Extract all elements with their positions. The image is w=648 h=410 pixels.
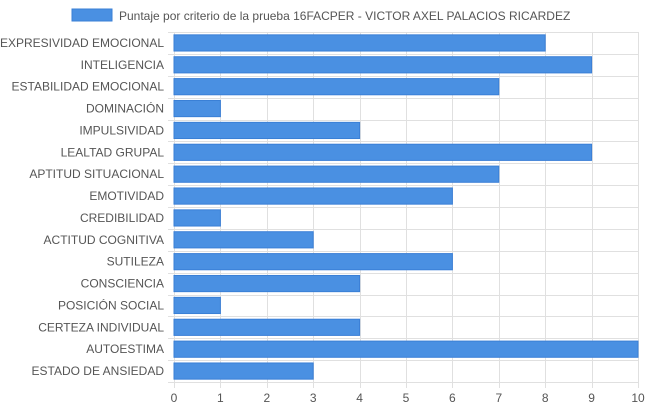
category-label: CONSCIENCIA (81, 277, 164, 291)
x-tick-label: 6 (449, 391, 456, 405)
x-tick-label: 9 (588, 391, 595, 405)
x-tick-label: 7 (495, 391, 502, 405)
bar[interactable] (173, 121, 361, 140)
bar[interactable] (173, 34, 546, 52)
bar[interactable] (173, 56, 593, 74)
legend[interactable]: Puntaje por criterio de la prueba 16FACP… (71, 8, 570, 23)
bar[interactable] (173, 274, 361, 293)
legend-swatch (71, 8, 113, 22)
category-label: DOMINACIÓN (86, 101, 164, 116)
category-label: SUTILEZA (107, 255, 164, 269)
category-label: ACTITUD COGNITIVA (44, 233, 164, 247)
category-label: AUTOESTIMA (86, 342, 164, 356)
bar[interactable] (173, 296, 221, 315)
category-label: CREDIBILIDAD (80, 211, 164, 225)
bars (173, 34, 639, 380)
category-label: APTITUD SITUACIONAL (29, 167, 164, 181)
x-tick-label: 5 (403, 391, 410, 405)
x-tick-label: 0 (171, 391, 178, 405)
x-tick-label: 3 (310, 391, 317, 405)
category-labels: EXPRESIVIDAD EMOCIONAL INTELIGENCIA ESTABI… (0, 36, 164, 378)
bar[interactable] (173, 187, 453, 205)
x-tick-label: 8 (542, 391, 549, 405)
legend-label: Puntaje por criterio de la prueba 16FACP… (119, 9, 570, 23)
x-tick-label: 2 (263, 391, 270, 405)
category-label: EXPRESIVIDAD EMOCIONAL (0, 36, 164, 50)
category-label: IMPULSIVIDAD (79, 123, 164, 137)
bar[interactable] (173, 209, 221, 227)
category-label: EMOTIVIDAD (89, 189, 164, 203)
bar[interactable] (173, 143, 593, 161)
bar[interactable] (173, 362, 314, 380)
category-label: POSICIÓN SOCIAL (58, 297, 164, 312)
bar[interactable] (173, 165, 500, 183)
category-label: LEALTAD GRUPAL (61, 145, 165, 159)
category-label: ESTABILIDAD EMOCIONAL (12, 80, 165, 94)
bar[interactable] (173, 231, 314, 249)
category-label: INTELIGENCIA (81, 58, 164, 72)
category-label: CERTEZA INDIVIDUAL (38, 320, 164, 334)
bar[interactable] (173, 78, 500, 96)
bar[interactable] (173, 340, 639, 358)
bar[interactable] (173, 253, 453, 271)
bar[interactable] (173, 318, 361, 336)
bar[interactable] (173, 99, 221, 118)
x-tick-labels: 0 1 2 3 4 5 6 7 8 9 10 (171, 391, 645, 405)
x-tick-label: 1 (217, 391, 224, 405)
x-tick-label: 4 (356, 391, 363, 405)
x-tick-label: 10 (631, 391, 645, 405)
category-label: ESTADO DE ANSIEDAD (32, 364, 165, 378)
